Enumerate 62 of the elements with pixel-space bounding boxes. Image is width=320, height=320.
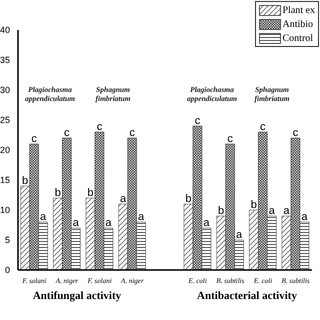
y-tick-label: 10	[0, 205, 10, 216]
y-tick-label: 30	[0, 85, 10, 96]
bar	[127, 138, 137, 270]
y-tick-label: 35	[0, 55, 10, 66]
data-label: c	[292, 127, 299, 139]
data-label: b	[218, 205, 224, 217]
bar	[20, 186, 30, 270]
bar	[225, 144, 235, 270]
y-tick-label: 25	[0, 115, 10, 126]
y-tick-label: 40	[0, 25, 10, 36]
bar	[202, 228, 212, 270]
text: Antibacterial activity	[197, 290, 298, 302]
bar	[62, 138, 72, 270]
bar	[29, 144, 39, 270]
data-label: a	[72, 217, 80, 229]
y-tick-label: 15	[0, 175, 10, 186]
data-label: a	[40, 211, 48, 223]
data-label: a	[105, 217, 112, 229]
data-label: b	[185, 193, 192, 205]
bar	[71, 228, 81, 270]
y-tick-label: 0	[4, 265, 10, 276]
data-label: b	[54, 187, 61, 199]
bar	[118, 204, 128, 270]
data-label: c	[227, 133, 234, 145]
data-label: a	[283, 205, 290, 217]
bar	[290, 138, 300, 270]
data-label: c	[31, 133, 38, 145]
bar	[267, 216, 277, 270]
data-label: b	[250, 199, 257, 211]
data-label: a	[203, 217, 210, 229]
data-label: c	[64, 127, 70, 139]
bar	[94, 132, 104, 270]
bar	[258, 132, 268, 270]
y-tick-label: 5	[4, 235, 10, 246]
data-label: a	[236, 229, 244, 241]
legend-label: Plant ex	[282, 4, 315, 16]
data-label: c	[194, 115, 201, 127]
y-tick-label: 20	[0, 145, 10, 156]
bar	[249, 210, 259, 270]
data-label: c	[129, 127, 136, 139]
bar	[104, 228, 114, 270]
bar	[300, 222, 310, 270]
legend-label: Control	[282, 32, 314, 44]
bar	[216, 216, 226, 270]
bar	[86, 198, 96, 270]
data-label: a	[138, 211, 146, 223]
data-label: a	[268, 205, 276, 217]
bar	[234, 240, 244, 270]
data-label: a	[120, 193, 128, 205]
data-label: a	[301, 211, 308, 223]
data-label: c	[260, 121, 266, 133]
bar	[282, 216, 292, 270]
bar	[136, 222, 146, 270]
bar	[192, 126, 202, 270]
bar	[184, 204, 194, 270]
text: Antifungal activity	[32, 290, 122, 302]
data-label: b	[87, 187, 94, 199]
legend-label: Antibio	[282, 18, 314, 30]
bar	[53, 198, 63, 270]
data-label: c	[96, 121, 103, 133]
data-label: b	[22, 175, 28, 187]
bar	[38, 222, 48, 270]
